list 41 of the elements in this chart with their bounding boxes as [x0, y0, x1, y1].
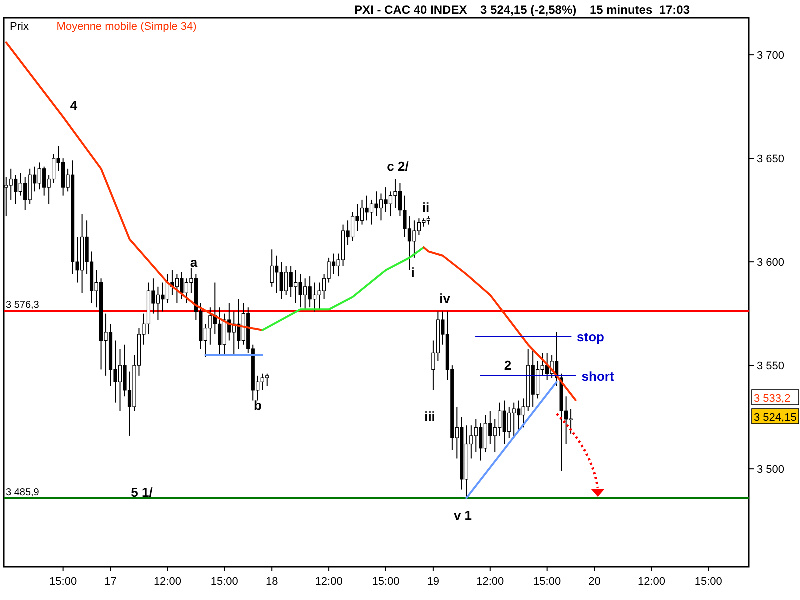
y-tick-label: 3 500: [757, 464, 785, 476]
series-label: stop: [577, 330, 605, 345]
y-tick-label: 3 600: [757, 257, 785, 270]
annotation: b: [254, 398, 262, 413]
annotation: v 1: [454, 508, 472, 523]
annotation: c 2/: [387, 159, 410, 174]
ref-line-label: 3 576,3: [6, 300, 40, 312]
text: 3 524,15: [754, 412, 797, 424]
y-tick-label: 3 650: [757, 154, 785, 166]
ref-line-label: 3 485,9: [6, 487, 40, 498]
annotation: iv: [440, 291, 452, 306]
annotation: i: [411, 265, 415, 280]
x-tick-label: 17: [104, 576, 117, 588]
line-series: [5, 42, 264, 332]
annotation: ii: [422, 200, 430, 215]
line-series: [262, 246, 425, 332]
text: Prix: [10, 21, 30, 33]
annotation: 2: [504, 358, 512, 373]
x-tick-label: 15:00: [50, 576, 78, 588]
annotation: 4: [70, 98, 78, 113]
annotation: 5 1/: [131, 485, 154, 500]
series-label: short: [582, 368, 615, 384]
x-tick-label: 15:00: [694, 576, 722, 588]
x-tick-label: 12:00: [154, 576, 182, 588]
x-tick-label: 18: [266, 576, 278, 588]
x-tick-label: 15:00: [372, 576, 400, 588]
text: Moyenne mobile (Simple 34): [56, 21, 197, 33]
x-tick-label: 15:00: [210, 576, 238, 588]
x-tick-label: 15:00: [534, 576, 562, 588]
x-tick-label: 12:00: [638, 576, 666, 588]
annotation: iii: [424, 409, 436, 424]
y-tick-label: 3 550: [757, 360, 785, 373]
x-tick-label: 12:00: [315, 576, 343, 588]
chart-title: PXI - CAC 40 INDEX 3 524,15 (-2,58%) 15 minutes 17:03: [354, 3, 690, 17]
x-tick-label: 20: [588, 576, 601, 588]
line-series: [422, 246, 577, 402]
y-tick-label: 3 700: [757, 50, 785, 62]
annotation: a: [190, 255, 198, 270]
x-tick-label: 12:00: [476, 576, 504, 588]
text: 3 533,2: [754, 393, 791, 405]
x-tick-label: 19: [427, 576, 440, 588]
